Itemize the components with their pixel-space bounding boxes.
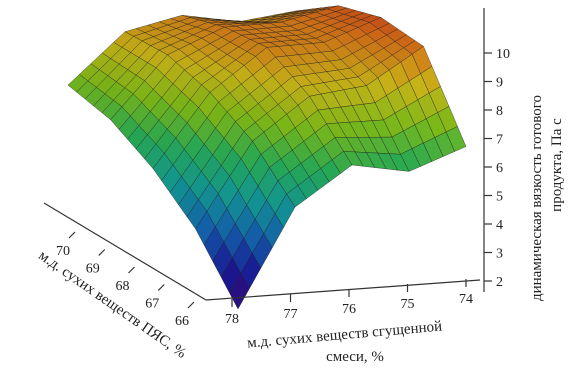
x-axis-label-line1: м.д. сухих веществ сгущенной [247,319,443,352]
z-axis-tick-label: 2 [496,275,503,290]
y-axis-tick-label: 66 [175,314,189,329]
y-axis-tick-label: 67 [145,297,159,312]
y-axis-tick [68,231,76,239]
y-axis-tick-label: 68 [116,279,130,294]
y-axis-line [43,202,207,301]
z-axis-label-line2: продукта, Па с [549,118,565,212]
z-axis-tick-label: 6 [496,161,503,176]
z-axis-label-line1: динамическая вязкость готового [529,95,545,301]
y-axis-tick [98,249,106,256]
z-axis-tick-label: 5 [496,190,503,205]
z-axis-tick-label: 4 [496,218,503,233]
x-axis-tick-label: 78 [225,312,239,327]
z-axis-tick-label: 8 [496,104,503,119]
z-axis-tick-label: 10 [496,47,510,62]
z-axis-tick-label: 9 [496,76,503,91]
x-axis-tick-label: 77 [284,307,298,322]
y-axis-tick [187,301,195,309]
z-axis-tick-label: 7 [496,133,503,148]
y-axis-tick-label: 70 [56,244,70,259]
y-axis-tick [157,284,165,291]
x-axis-tick-label: 74 [459,292,473,307]
surface-layer [67,5,467,310]
y-axis-label: м.д. сухих веществ ПЯС, % [36,248,190,362]
y-axis-tick [128,266,135,274]
x-axis-tick-label: 76 [342,302,356,317]
y-axis-tick-label: 69 [86,262,100,277]
x-axis-tick-label: 75 [401,297,415,312]
x-axis-line [205,279,481,301]
z-axis-tick-label: 3 [496,247,503,262]
x-axis-label-line2: смеси, % [326,349,384,365]
